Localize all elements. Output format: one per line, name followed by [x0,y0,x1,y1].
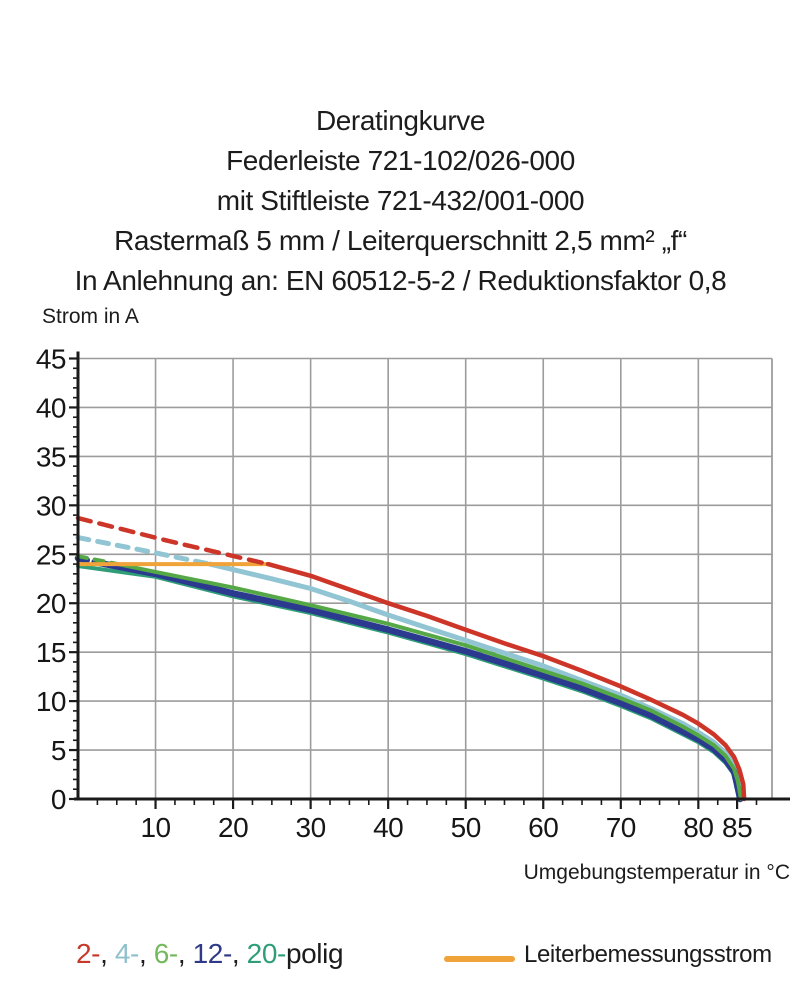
x-tick-label: 10 [140,812,170,843]
y-tick-label: 45 [36,344,66,375]
legend-separator: , [177,938,193,969]
x-axis-title: Umgebungstemperatur in °C [523,861,790,884]
title-line-pitch-cross-section: Rastermaß 5 mm / Leiterquerschnitt 2,5 m… [114,225,687,256]
title-line-product: Deratingkurve [315,105,486,136]
x-tick-label: 50 [451,812,481,843]
x-tick-label: 70 [606,812,636,843]
legend-separator: , [138,938,154,969]
legend-pole-12: 12- [192,938,233,969]
y-tick-label: 30 [36,490,66,521]
y-tick-label: 25 [36,539,66,570]
x-tick-label: 40 [373,812,403,843]
curve-4-polig [207,561,745,802]
curve-6-polig [110,561,743,801]
x-tick-label: 20 [218,812,248,843]
y-tick-label: 5 [51,735,66,766]
legend-pole-4: 4- [114,938,140,969]
legend-poles: 2-, 4-, 6-, 12-, 20-polig [76,938,344,970]
curve-dashed-4-polig [75,535,213,567]
x-tick-label: 85 [722,812,752,843]
curve-20-polig [76,564,742,801]
curve-dashed-2-polig [75,515,271,567]
y-tick-label: 35 [36,441,66,472]
y-tick-label: 10 [36,686,66,717]
x-tick-label: 60 [528,812,558,843]
legend-separator: , [100,938,115,969]
x-tick-label: 80 [683,812,713,843]
legend-pole-20: 20- [246,938,287,969]
curve-dashed-6-polig [76,554,115,566]
y-tick-label: 0 [51,784,66,815]
title-block: Deratingkurve Federleiste 721-102/026-00… [0,101,801,301]
legend-pole-6: 6- [153,938,179,969]
title-line-standard: In Anlehnung an: EN 60512-5-2 / Reduktio… [74,265,727,296]
legend-separator: , [231,938,247,969]
y-tick-label: 40 [36,392,66,423]
x-tick-label: 30 [296,812,326,843]
legend-pole-2: 2- [76,938,101,969]
y-tick-label: 20 [36,588,66,619]
y-tick-label: 15 [36,637,66,668]
title-line-female-connector: Federleiste 721-102/026-000 [226,145,575,176]
curve-12-polig [96,559,744,803]
y-axis-title: Strom in A [42,305,139,328]
title-line-male-connector: mit Stiftleiste 721-432/001-000 [216,185,585,216]
rated-current-label: Leiterbemessungsstrom [524,941,772,968]
legend-poles-suffix: polig [285,938,344,969]
curve-2-polig [265,561,747,802]
rated-current-line-swatch [444,956,515,962]
